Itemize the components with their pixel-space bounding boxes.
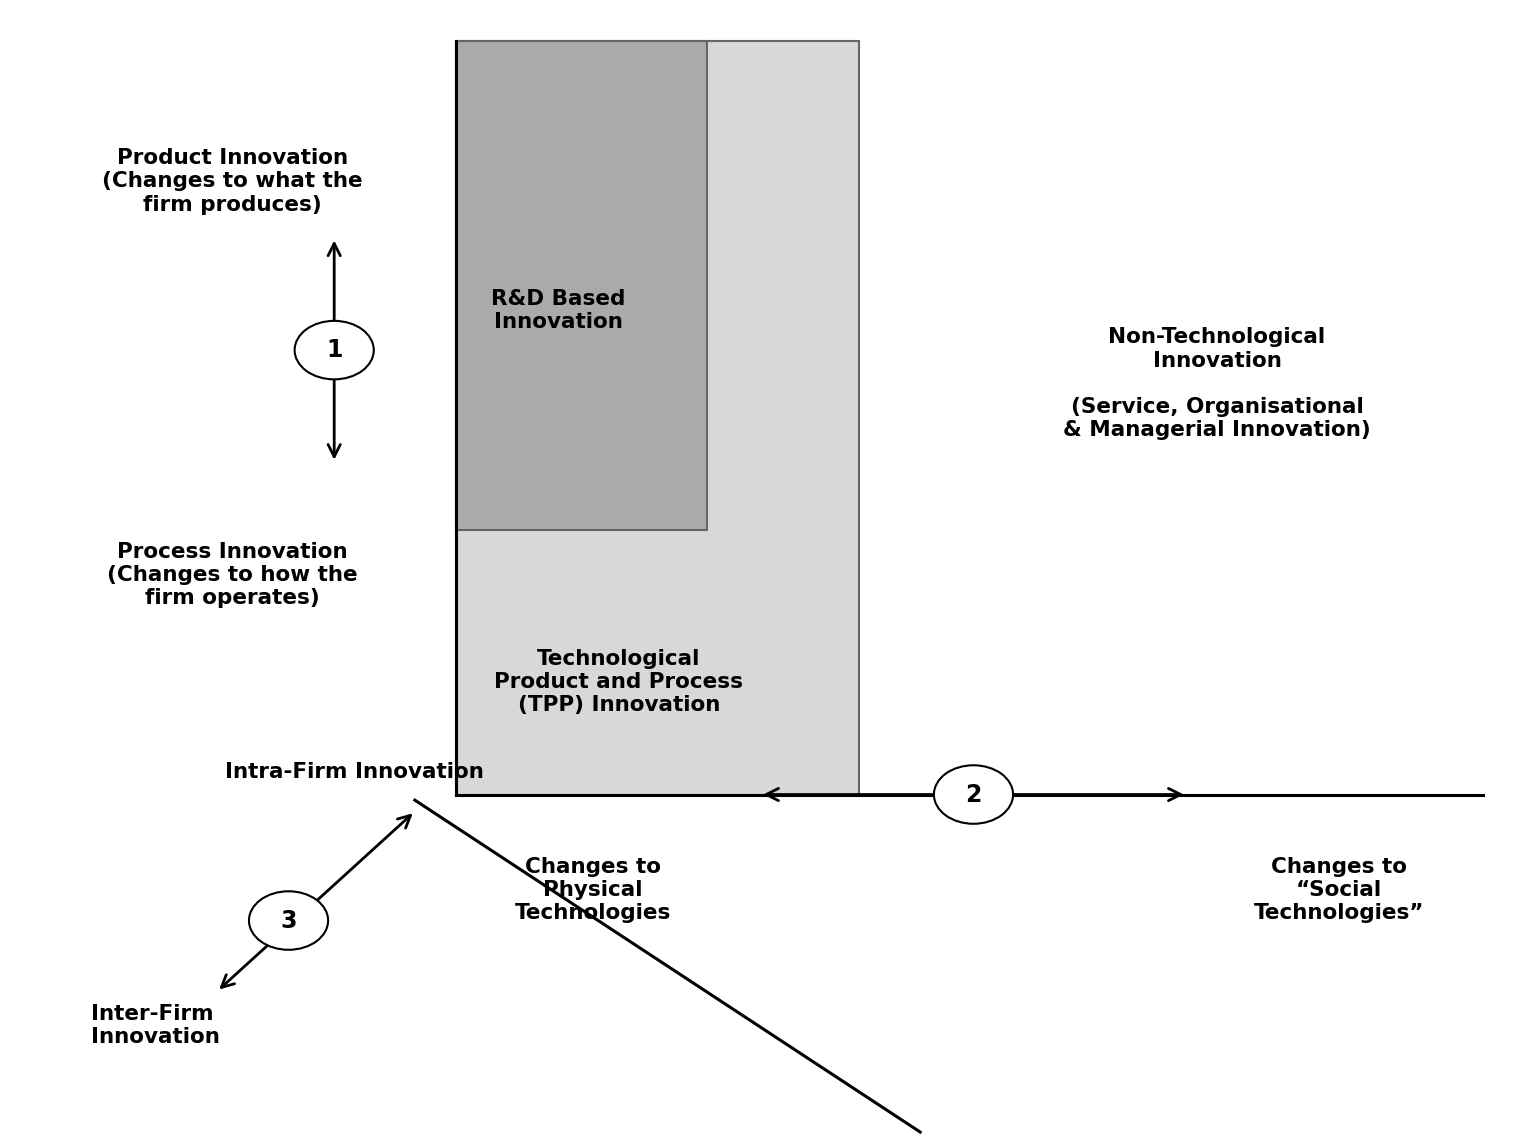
Text: R&D Based
Innovation: R&D Based Innovation — [492, 289, 625, 333]
Text: Non-Technological
Innovation

(Service, Organisational
& Managerial Innovation): Non-Technological Innovation (Service, O… — [1063, 327, 1372, 441]
Text: Intra-Firm Innovation: Intra-Firm Innovation — [224, 762, 484, 782]
Text: Inter-Firm
Innovation: Inter-Firm Innovation — [91, 1003, 220, 1047]
Text: Changes to
“Social
Technologies”: Changes to “Social Technologies” — [1253, 857, 1424, 924]
Text: 2: 2 — [965, 782, 982, 806]
Text: 1: 1 — [326, 338, 343, 362]
Circle shape — [249, 892, 329, 950]
Text: Process Innovation
(Changes to how the
firm operates): Process Innovation (Changes to how the f… — [108, 542, 358, 608]
Text: Changes to
Physical
Technologies: Changes to Physical Technologies — [515, 857, 671, 924]
Circle shape — [934, 765, 1014, 823]
Text: Product Innovation
(Changes to what the
firm produces): Product Innovation (Changes to what the … — [101, 148, 362, 214]
Bar — [456, 41, 707, 530]
Text: Technological
Product and Process
(TPP) Innovation: Technological Product and Process (TPP) … — [495, 649, 743, 715]
Circle shape — [295, 321, 373, 379]
Bar — [456, 41, 859, 795]
Text: 3: 3 — [280, 909, 296, 933]
